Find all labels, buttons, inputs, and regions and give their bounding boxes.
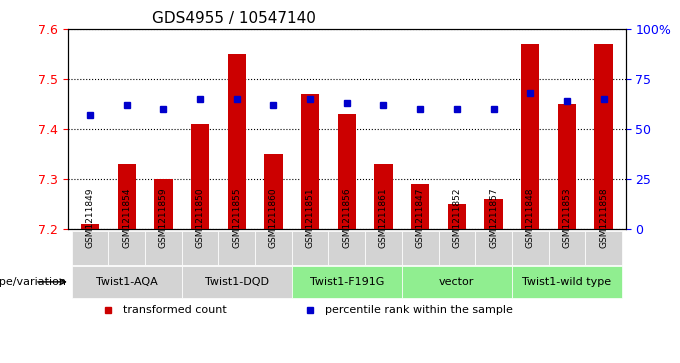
FancyBboxPatch shape [402, 266, 512, 298]
Bar [484, 199, 503, 229]
Text: transformed count: transformed count [123, 305, 226, 315]
FancyBboxPatch shape [182, 266, 292, 298]
FancyBboxPatch shape [292, 266, 402, 298]
Bar [228, 54, 246, 229]
FancyBboxPatch shape [475, 231, 512, 265]
Text: Twist1-AQA: Twist1-AQA [96, 277, 158, 287]
Bar [594, 44, 613, 229]
FancyBboxPatch shape [328, 231, 365, 265]
Text: GSM1211852: GSM1211852 [452, 187, 461, 248]
Bar [447, 204, 466, 229]
Text: GSM1211858: GSM1211858 [599, 187, 608, 248]
FancyBboxPatch shape [512, 231, 549, 265]
FancyBboxPatch shape [365, 231, 402, 265]
FancyBboxPatch shape [255, 231, 292, 265]
FancyBboxPatch shape [218, 231, 255, 265]
Text: GSM1211857: GSM1211857 [489, 187, 498, 248]
FancyBboxPatch shape [145, 231, 182, 265]
Text: Twist1-F191G: Twist1-F191G [309, 277, 384, 287]
Text: vector: vector [439, 277, 475, 287]
FancyBboxPatch shape [549, 231, 585, 265]
Text: genotype/variation: genotype/variation [0, 277, 66, 287]
Text: GSM1211848: GSM1211848 [526, 187, 534, 248]
Bar [118, 164, 136, 229]
FancyBboxPatch shape [292, 231, 328, 265]
Text: GSM1211853: GSM1211853 [562, 187, 571, 248]
FancyBboxPatch shape [402, 231, 439, 265]
Bar [265, 154, 283, 229]
FancyBboxPatch shape [439, 231, 475, 265]
Text: GDS4955 / 10547140: GDS4955 / 10547140 [152, 12, 316, 26]
Text: GSM1211860: GSM1211860 [269, 187, 278, 248]
Bar [411, 184, 429, 229]
Text: GSM1211849: GSM1211849 [86, 187, 95, 248]
Text: Twist1-wild type: Twist1-wild type [522, 277, 611, 287]
Text: GSM1211855: GSM1211855 [233, 187, 241, 248]
Bar [338, 114, 356, 229]
Bar [191, 124, 209, 229]
Text: GSM1211850: GSM1211850 [196, 187, 205, 248]
Bar [374, 164, 392, 229]
Text: GSM1211859: GSM1211859 [159, 187, 168, 248]
Text: percentile rank within the sample: percentile rank within the sample [325, 305, 513, 315]
FancyBboxPatch shape [585, 231, 622, 265]
Bar [558, 104, 576, 229]
FancyBboxPatch shape [108, 231, 145, 265]
Text: GSM1211847: GSM1211847 [415, 187, 425, 248]
FancyBboxPatch shape [512, 266, 622, 298]
Bar [301, 94, 320, 229]
Bar [521, 44, 539, 229]
Text: GSM1211856: GSM1211856 [342, 187, 352, 248]
Bar [81, 224, 99, 229]
FancyBboxPatch shape [71, 266, 182, 298]
Text: Twist1-DQD: Twist1-DQD [205, 277, 269, 287]
Bar [154, 179, 173, 229]
FancyBboxPatch shape [182, 231, 218, 265]
Text: GSM1211854: GSM1211854 [122, 187, 131, 248]
FancyBboxPatch shape [71, 231, 108, 265]
Text: GSM1211851: GSM1211851 [305, 187, 315, 248]
Text: GSM1211861: GSM1211861 [379, 187, 388, 248]
